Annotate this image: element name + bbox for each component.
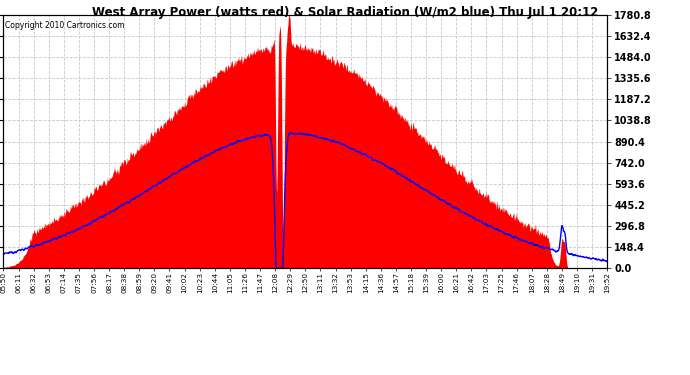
Text: West Array Power (watts red) & Solar Radiation (W/m2 blue) Thu Jul 1 20:12: West Array Power (watts red) & Solar Rad… xyxy=(92,6,598,19)
Text: Copyright 2010 Cartronics.com: Copyright 2010 Cartronics.com xyxy=(6,21,125,30)
